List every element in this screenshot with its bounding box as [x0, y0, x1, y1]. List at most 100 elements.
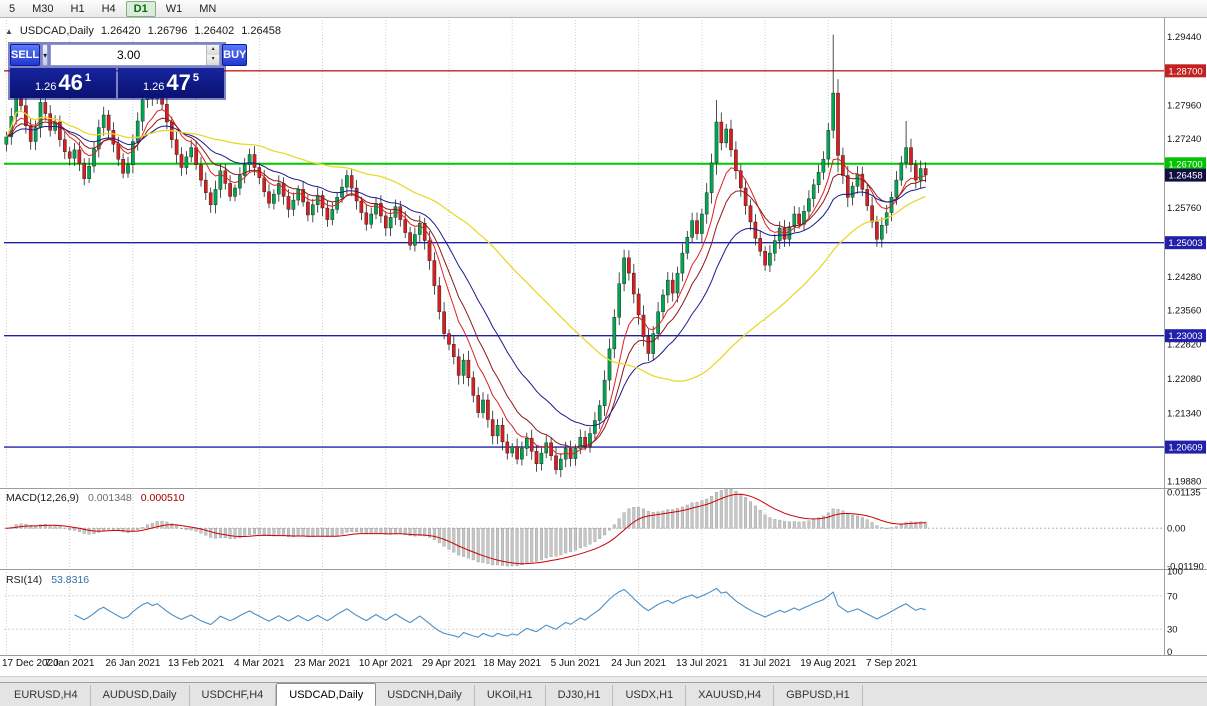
macd-histogram-bar: [471, 528, 475, 561]
macd-histogram-bar: [525, 528, 529, 564]
macd-histogram-bar: [199, 528, 203, 534]
macd-histogram-bar: [408, 528, 412, 537]
buy-button[interactable]: BUY: [222, 44, 248, 66]
ohlc-low: 1.26402: [194, 25, 235, 37]
candle-body: [505, 441, 510, 454]
candle-body: [442, 311, 446, 334]
candle-body: [680, 252, 685, 274]
candle-body: [855, 173, 860, 187]
macd-histogram-bar: [642, 508, 646, 529]
timeframe-button-M30[interactable]: M30: [32, 2, 54, 15]
volume-increase-button[interactable]: ▴: [207, 45, 220, 55]
macd-histogram-bar: [277, 528, 281, 536]
candle-body: [301, 189, 305, 203]
candle-body: [452, 344, 456, 358]
macd-value: 0.001348: [87, 492, 132, 504]
collapse-panel-icon[interactable]: ▲: [5, 26, 13, 36]
candle-body: [773, 240, 777, 254]
tab-USDCNH,Daily[interactable]: USDCNH,Daily: [375, 685, 475, 706]
chart-canvas[interactable]: 1.29440 1.27960 1.27240 1.25760 1.24280 1.235…: [0, 18, 1207, 676]
macd-histogram-bar: [14, 524, 18, 529]
tab-XAUUSD,H4[interactable]: XAUUSD,H4: [686, 685, 775, 706]
ohlc-open: 1.26420: [100, 25, 141, 37]
candle-body: [904, 147, 908, 164]
volume-decrease-button[interactable]: ▾: [207, 55, 220, 65]
candle-body: [748, 205, 753, 223]
macd-histogram-bar: [919, 521, 923, 529]
timeframe-button-D1[interactable]: D1: [125, 0, 156, 17]
rsi-header: RSI(14) 53.8316: [6, 574, 89, 586]
timeframe-button-MN[interactable]: MN: [199, 2, 217, 15]
rsi-line: [74, 587, 926, 638]
candle-body: [651, 333, 655, 354]
candle-body: [899, 162, 904, 181]
macd-histogram-bar: [82, 528, 86, 534]
macd-histogram-bar: [559, 528, 563, 556]
ohlc-high: 1.26796: [147, 25, 188, 37]
candle-body: [63, 139, 67, 152]
tab-USDCAD,Daily[interactable]: USDCAD,Daily: [276, 683, 377, 706]
macd-histogram-bar: [831, 508, 835, 529]
sell-button[interactable]: SELL: [10, 44, 41, 66]
tab-DJ30,H1[interactable]: DJ30,H1: [546, 685, 614, 706]
candle-body: [43, 102, 48, 114]
macd-histogram-bar: [885, 527, 889, 529]
timeframe-button-W1[interactable]: W1: [165, 2, 183, 15]
macd-histogram-bar: [685, 504, 689, 529]
macd-histogram-bar: [841, 510, 845, 529]
candle-body: [121, 158, 125, 174]
rsi-title: RSI(14): [6, 574, 43, 586]
macd-axis-label: 0.01135: [1167, 488, 1201, 499]
macd-histogram-bar: [680, 506, 684, 529]
macd-histogram-bar: [817, 517, 821, 529]
candle-body: [870, 205, 874, 223]
macd-histogram-bar: [68, 528, 72, 530]
macd-histogram-bar: [666, 509, 670, 529]
timeframe-button-H4[interactable]: H4: [101, 2, 116, 15]
macd-histogram-bar: [909, 521, 913, 529]
buy-price-display[interactable]: 1.26 47 5: [118, 68, 224, 98]
timeframe-toolbar: 5 M30 H1 H4 D1 W1 MN: [0, 0, 1207, 18]
timeframe-button-H1[interactable]: H1: [70, 2, 85, 15]
tab-EURUSD,H4[interactable]: EURUSD,H4: [2, 685, 91, 706]
tab-AUDUSD,Daily[interactable]: AUDUSD,Daily: [91, 685, 190, 706]
macd-histogram-bar: [773, 519, 777, 529]
candle-body: [578, 437, 583, 449]
macd-histogram-bar: [39, 524, 43, 529]
macd-histogram-bar: [204, 528, 208, 536]
tab-UKOil,H1[interactable]: UKOil,H1: [475, 685, 546, 706]
candle-body: [914, 164, 918, 181]
volume-dropdown-button[interactable]: ▾: [42, 44, 49, 66]
macd-signal-line: [6, 493, 926, 565]
pane-frames: [0, 18, 1207, 656]
macd-histogram-bar: [501, 528, 505, 566]
candle-body: [918, 168, 923, 181]
macd-histogram-bar: [476, 528, 480, 563]
macd-histogram-bar: [248, 528, 252, 536]
candle-body: [709, 162, 714, 193]
macd-histogram-bar: [724, 488, 728, 529]
date-label: 7 Sep 2021: [866, 658, 918, 669]
tab-USDX,H1[interactable]: USDX,H1: [613, 685, 687, 706]
macd-histogram-bar: [753, 505, 757, 529]
candle-body: [753, 221, 758, 239]
macd-histogram-bar: [423, 528, 427, 537]
macd-histogram-bar: [321, 528, 325, 537]
macd-histogram-bar: [257, 528, 261, 535]
tab-GBPUSD,H1[interactable]: GBPUSD,H1: [774, 685, 863, 706]
candle-body: [627, 257, 631, 274]
candle-body: [427, 240, 432, 261]
ohlc-close: 1.26458: [241, 25, 281, 37]
buy-price-big: 47: [166, 70, 191, 95]
candle-body: [286, 196, 291, 210]
macd-histogram-bar: [43, 524, 47, 529]
sell-price-display[interactable]: 1.26 46 1: [10, 68, 116, 98]
macd-histogram-bar: [481, 528, 485, 563]
timeframe-button-5[interactable]: 5: [9, 2, 16, 15]
candle-body: [768, 252, 772, 266]
candle-body: [529, 438, 534, 452]
price-badge-resistance-line: [1165, 64, 1206, 78]
candle-body: [646, 336, 651, 354]
tab-USDCHF,H4[interactable]: USDCHF,H4: [190, 685, 277, 706]
volume-input[interactable]: [51, 45, 207, 65]
